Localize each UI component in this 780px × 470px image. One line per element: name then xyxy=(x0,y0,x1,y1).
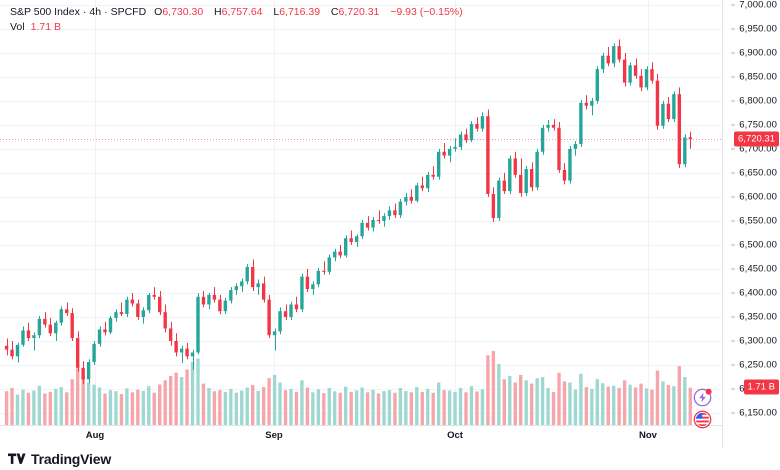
axis-corner xyxy=(722,425,780,447)
volume-series xyxy=(4,350,692,425)
legend-close-value: 6,720.31 xyxy=(338,6,380,18)
chart-status-icons xyxy=(692,387,716,431)
price-axis-tick: 6,650.00 xyxy=(731,167,777,178)
price-axis-tick: 6,550.00 xyxy=(731,215,777,226)
tradingview-mark-icon xyxy=(8,453,26,464)
price-axis-tick-mark xyxy=(731,292,736,294)
last-price-badge: 6,720.31 xyxy=(734,131,779,147)
price-axis-tick-mark xyxy=(731,28,736,30)
chart-plot-area[interactable] xyxy=(0,0,722,425)
price-axis-tick: 6,300.00 xyxy=(731,335,777,346)
price-axis-tick: 6,350.00 xyxy=(731,311,777,322)
legend-open-value: 6,730.30 xyxy=(162,6,204,18)
price-axis-tick-mark xyxy=(731,172,736,174)
price-axis-tick-mark xyxy=(731,124,736,126)
legend-close-label: C xyxy=(330,6,339,18)
us-flag-icon[interactable] xyxy=(692,409,713,430)
time-axis-tick: Nov xyxy=(639,430,657,441)
legend-open-label: O xyxy=(154,6,163,18)
price-axis-tick-mark xyxy=(731,316,736,318)
legend-symbol[interactable]: S&P 500 Index xyxy=(10,6,80,18)
price-axis-tick-mark xyxy=(731,4,736,6)
price-axis-tick: 6,800.00 xyxy=(731,95,777,106)
price-axis-tick-mark xyxy=(731,220,736,222)
price-axis-tick-mark xyxy=(731,196,736,198)
legend-ohlc: O6,730.30 H6,757.64 L6,716.39 C6,720.31 … xyxy=(154,5,462,19)
price-axis-tick-mark xyxy=(731,76,736,78)
tradingview-logo-text: TradingView xyxy=(31,451,112,467)
price-axis-tick-mark xyxy=(731,52,736,54)
candlestick-series xyxy=(0,39,722,385)
price-axis-tick: 6,900.00 xyxy=(731,47,777,58)
legend-high-label: H xyxy=(214,6,222,18)
tradingview-logo[interactable]: TradingView xyxy=(8,450,111,468)
price-axis-tick: 6,450.00 xyxy=(731,263,777,274)
price-axis-tick: 6,400.00 xyxy=(731,287,777,298)
price-axis-tick: 6,250.00 xyxy=(731,359,777,370)
price-axis-tick-mark xyxy=(731,100,736,102)
price-axis[interactable]: 7,000.00 6,950.00 6,900.00 6,850.00 6,800.00… xyxy=(722,0,780,425)
price-axis-tick: 6,750.00 xyxy=(731,119,777,130)
legend-volume-value: 1.71 B xyxy=(30,21,61,33)
legend-low-value: 6,716.39 xyxy=(279,6,321,18)
time-axis-tick: Sep xyxy=(265,430,283,441)
legend-exchange: SPCFD xyxy=(110,6,147,18)
time-axis[interactable]: Aug Sep Oct Nov xyxy=(0,425,780,448)
legend-high-value: 6,757.64 xyxy=(221,6,263,18)
chart-legend: S&P 500 Index · 4h · SPCFD O6,730.30 H6,… xyxy=(10,5,463,34)
price-axis-tick: 6,850.00 xyxy=(731,71,777,82)
legend-volume-row: Vol 1.71 B xyxy=(10,20,463,34)
last-volume-badge: 1.71 B xyxy=(743,379,779,395)
price-axis-tick: 6,600.00 xyxy=(731,191,777,202)
price-axis-tick-mark xyxy=(731,364,736,366)
price-axis-tick: 6,500.00 xyxy=(731,239,777,250)
legend-change: −9.93 (−0.15%) xyxy=(390,6,463,18)
time-axis-tick: Aug xyxy=(85,430,105,441)
price-axis-tick-mark xyxy=(731,268,736,270)
price-axis-tick: 7,000.00 xyxy=(731,0,777,10)
time-axis-tick: Oct xyxy=(447,430,463,441)
price-axis-tick-mark xyxy=(731,388,736,390)
realtime-bolt-icon[interactable] xyxy=(692,387,713,408)
price-axis-tick-mark xyxy=(731,412,736,414)
legend-low-label: L xyxy=(273,6,280,18)
price-axis-tick-mark xyxy=(731,148,736,150)
legend-symbol-row: S&P 500 Index · 4h · SPCFD O6,730.30 H6,… xyxy=(10,5,463,19)
legend-separator-2: · xyxy=(104,6,108,18)
legend-separator-1: · xyxy=(82,6,87,18)
legend-volume-label[interactable]: Vol xyxy=(10,21,25,33)
price-axis-tick: 6,700.00 xyxy=(731,143,777,154)
price-axis-tick: 6,950.00 xyxy=(731,23,777,34)
price-axis-tick-mark xyxy=(731,244,736,246)
price-axis-tick: 6,150.00 xyxy=(731,407,777,418)
legend-interval[interactable]: 4h xyxy=(89,6,102,18)
price-axis-tick-mark xyxy=(731,340,736,342)
